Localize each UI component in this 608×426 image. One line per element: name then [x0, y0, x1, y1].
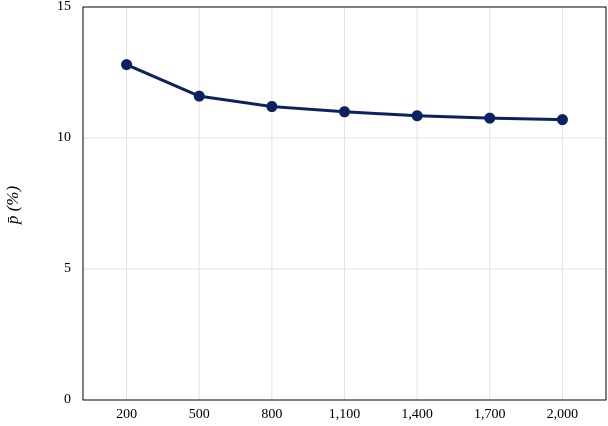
x-tick-label: 2,000: [547, 407, 579, 422]
y-tick-label: 15: [57, 0, 71, 14]
y-tick-label: 0: [64, 392, 71, 407]
point: [193, 90, 205, 102]
point: [121, 59, 133, 71]
point: [484, 112, 496, 124]
y-tick-label: 5: [64, 261, 71, 276]
x-tick-label: 200: [116, 407, 137, 422]
y-tick-label: 10: [57, 130, 71, 145]
x-tick-label: 1,100: [329, 407, 361, 422]
point: [339, 106, 350, 118]
point: [266, 101, 278, 113]
y-axis-label: p̄ (%): [3, 186, 22, 226]
x-tick-label: 500: [189, 407, 210, 422]
point: [556, 114, 568, 126]
plot-frame: [82, 6, 607, 401]
point: [411, 110, 423, 122]
x-tick-label: 1,700: [474, 407, 506, 422]
x-tick-label: 800: [261, 407, 282, 422]
x-tick-label: 1,400: [401, 407, 433, 422]
